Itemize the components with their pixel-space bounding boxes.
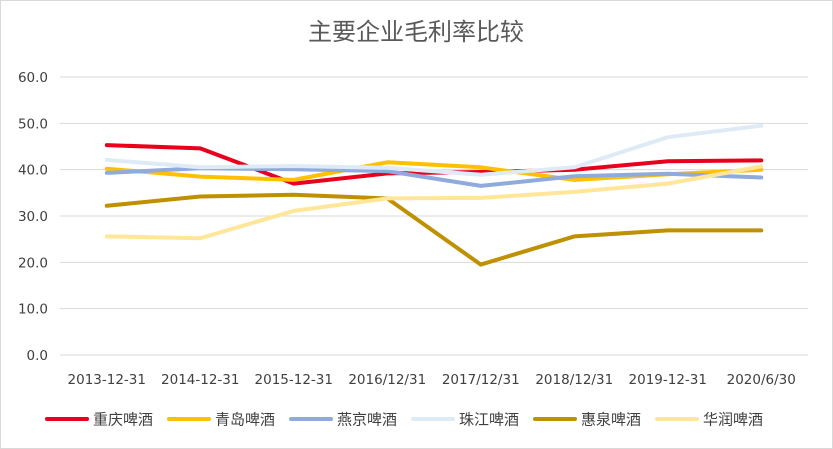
legend-item: 华润啤酒 — [655, 411, 763, 429]
x-axis-tick-labels: 2013-12-31 2014-12-31 2015-12-31 2016/12/31… — [68, 372, 796, 388]
legend-label: 惠泉啤酒 — [581, 411, 641, 429]
y-tick-label: 60.0 — [18, 70, 48, 86]
legend-item: 青岛啤酒 — [167, 411, 275, 429]
chart-title: 主要企业毛利率比较 — [308, 18, 524, 46]
x-tick-label: 2019-12-31 — [629, 372, 707, 388]
y-tick-label: 50.0 — [18, 116, 48, 132]
legend-label: 青岛啤酒 — [215, 411, 275, 429]
legend-item: 珠江啤酒 — [411, 411, 519, 429]
legend-label: 珠江啤酒 — [459, 411, 519, 429]
legend-item: 惠泉啤酒 — [533, 411, 641, 429]
series-lines — [104, 123, 764, 267]
x-tick-label: 2016/12/31 — [348, 372, 426, 388]
series-line — [104, 192, 764, 267]
legend-label: 重庆啤酒 — [93, 411, 153, 429]
series-line — [104, 164, 764, 241]
y-tick-label: 30.0 — [18, 209, 48, 225]
x-tick-label: 2020/6/30 — [727, 372, 796, 388]
gridlines — [60, 76, 808, 356]
y-tick-label: 0.0 — [27, 348, 48, 364]
y-tick-label: 40.0 — [18, 163, 48, 179]
series-line — [104, 123, 764, 177]
x-tick-label: 2015-12-31 — [255, 372, 333, 388]
x-tick-label: 2013-12-31 — [68, 372, 146, 388]
legend-label: 华润啤酒 — [703, 411, 763, 429]
y-tick-label: 10.0 — [18, 302, 48, 318]
legend-label: 燕京啤酒 — [337, 411, 397, 429]
x-tick-label: 2014-12-31 — [161, 372, 239, 388]
y-axis-tick-labels: 0.0 10.0 20.0 30.0 40.0 50.0 60.0 — [18, 70, 48, 364]
x-tick-label: 2017/12/31 — [442, 372, 520, 388]
y-tick-label: 20.0 — [18, 255, 48, 271]
x-tick-label: 2018/12/31 — [535, 372, 613, 388]
legend-item: 重庆啤酒 — [45, 411, 153, 429]
legend-item: 燕京啤酒 — [289, 411, 397, 429]
legend: 重庆啤酒 青岛啤酒 燕京啤酒 珠江啤酒 惠泉啤酒 华润啤酒 — [45, 411, 763, 429]
